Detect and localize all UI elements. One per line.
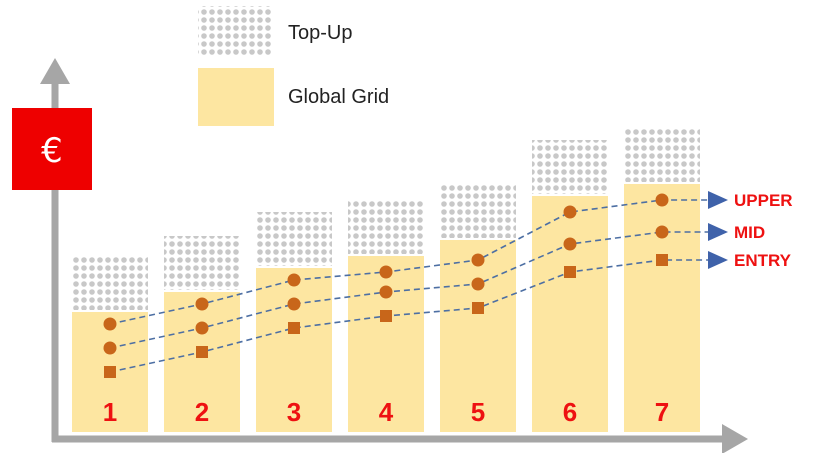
category-label-1: 1 xyxy=(103,397,117,427)
marker-entry-5 xyxy=(472,302,484,314)
legend-grid-swatch xyxy=(198,68,274,126)
marker-upper-3 xyxy=(287,273,301,287)
currency-symbol: € xyxy=(41,131,63,171)
series-label-mid: MID xyxy=(734,223,765,242)
y-axis-arrow xyxy=(40,58,70,84)
line-mid xyxy=(109,231,708,349)
marker-mid-3 xyxy=(287,297,301,311)
legend-topup-swatch xyxy=(198,6,272,56)
series-label-upper: UPPER xyxy=(734,191,793,210)
topup-block-6 xyxy=(532,140,608,194)
grid-bar-4 xyxy=(348,256,424,432)
grid-bar-5 xyxy=(440,240,516,432)
marker-entry-2 xyxy=(196,346,208,358)
grid-bar-3 xyxy=(256,268,332,432)
marker-entry-6 xyxy=(564,266,576,278)
topup-block-1 xyxy=(72,256,148,310)
marker-entry-1 xyxy=(104,366,116,378)
series-label-entry: ENTRY xyxy=(734,251,792,270)
currency-box xyxy=(12,108,92,190)
marker-mid-6 xyxy=(563,237,577,251)
lines-group xyxy=(103,191,728,378)
line-upper xyxy=(109,199,708,325)
marker-mid-7 xyxy=(655,225,669,239)
category-label-2: 2 xyxy=(195,397,209,427)
currency-badge: € xyxy=(12,108,92,190)
bars-group xyxy=(72,128,700,432)
marker-upper-4 xyxy=(379,265,393,279)
line-entry xyxy=(109,259,708,373)
marker-mid-4 xyxy=(379,285,393,299)
legend: Top-Up Global Grid xyxy=(198,6,389,126)
arrow-upper xyxy=(708,191,728,209)
topup-block-3 xyxy=(256,212,332,266)
category-label-7: 7 xyxy=(655,397,669,427)
marker-upper-2 xyxy=(195,297,209,311)
marker-upper-5 xyxy=(471,253,485,267)
topup-block-4 xyxy=(348,200,424,254)
marker-entry-7 xyxy=(656,254,668,266)
legend-grid-label: Global Grid xyxy=(288,86,389,108)
marker-entry-3 xyxy=(288,322,300,334)
marker-upper-6 xyxy=(563,205,577,219)
grid-bar-2 xyxy=(164,292,240,432)
topup-block-7 xyxy=(624,128,700,182)
grid-bar-6 xyxy=(532,196,608,432)
marker-entry-4 xyxy=(380,310,392,322)
category-label-4: 4 xyxy=(379,397,394,427)
topup-block-5 xyxy=(440,184,516,238)
arrow-entry xyxy=(708,251,728,269)
arrow-mid xyxy=(708,223,728,241)
category-label-3: 3 xyxy=(287,397,301,427)
marker-upper-1 xyxy=(103,317,117,331)
x-axis-arrow xyxy=(722,424,748,453)
labels-group: 1 2 3 4 5 6 7 UPPER MID ENTRY xyxy=(103,191,793,427)
marker-mid-5 xyxy=(471,277,485,291)
category-label-5: 5 xyxy=(471,397,485,427)
category-label-6: 6 xyxy=(563,397,577,427)
marker-mid-2 xyxy=(195,321,209,335)
topup-block-2 xyxy=(164,236,240,290)
grid-bar-7 xyxy=(624,184,700,432)
marker-upper-7 xyxy=(655,193,669,207)
marker-mid-1 xyxy=(103,341,117,355)
legend-topup-label: Top-Up xyxy=(288,22,352,44)
